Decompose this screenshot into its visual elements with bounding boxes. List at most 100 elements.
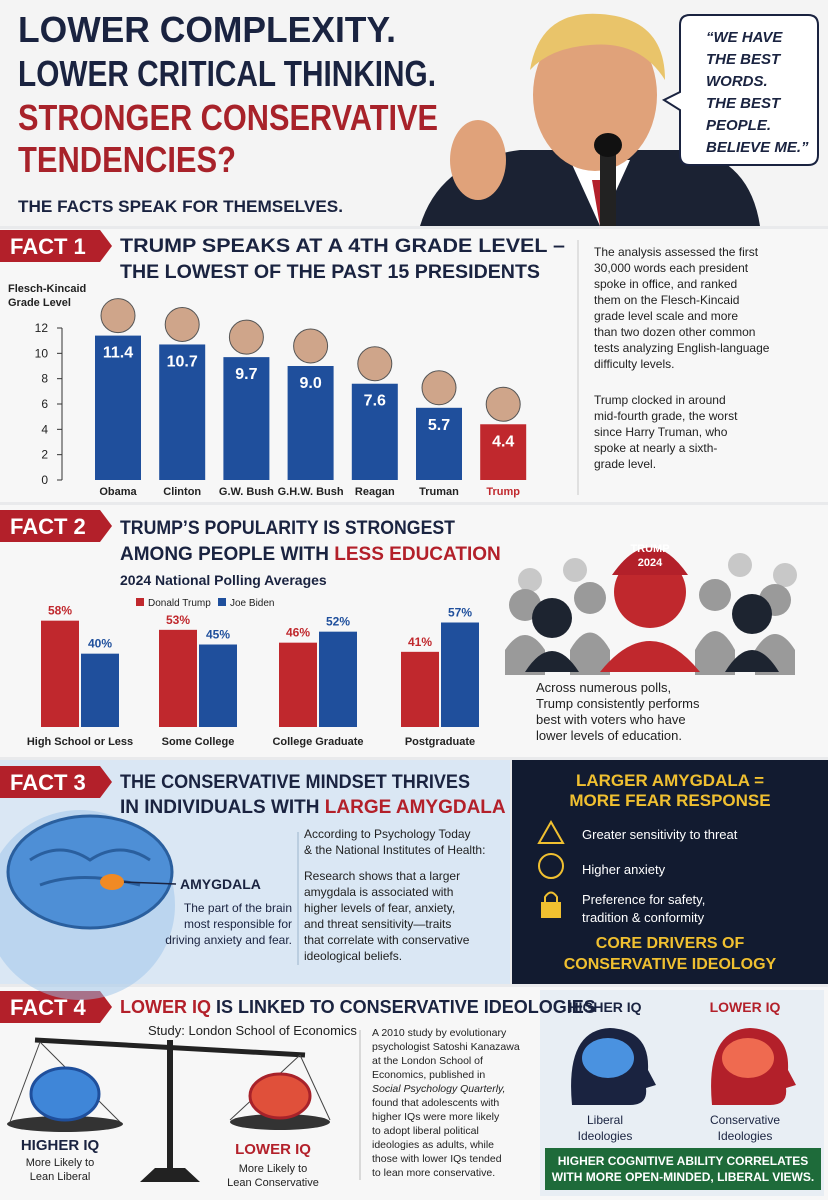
x-tick-label: Truman	[419, 486, 459, 498]
headline-emphasis: LOWER IQ	[120, 997, 211, 1017]
scale-caption: More Likely to	[239, 1163, 307, 1175]
title-line: TENDENCIES?	[18, 139, 236, 180]
scale-illustration	[7, 1037, 331, 1182]
headline-emphasis: LARGE AMYGDALA	[325, 797, 506, 818]
bar	[95, 335, 141, 480]
head-icons	[571, 1028, 796, 1105]
fact-tag-label: FACT 1	[10, 234, 86, 259]
panel-item: Preference for safety,	[582, 892, 705, 907]
legend-swatch	[218, 598, 226, 606]
portrait-head	[485, 386, 521, 422]
value-label: 5.7	[428, 417, 450, 434]
bar	[159, 344, 206, 480]
x-tick-label: High School or Less	[27, 736, 133, 748]
quote-line: BELIEVE ME.”	[706, 139, 809, 156]
value-label: 9.7	[235, 366, 257, 383]
y-tick-label: 10	[35, 346, 49, 360]
scale-heading: HIGHER IQ	[21, 1137, 100, 1154]
x-tick-label: Postgraduate	[405, 736, 475, 748]
crowd	[505, 547, 797, 675]
body-line: to adopt liberal political	[372, 1125, 479, 1137]
x-tick-label: G.W. Bush	[219, 486, 274, 498]
x-tick-label: College Graduate	[272, 736, 363, 748]
y-tick-label: 6	[41, 397, 48, 411]
body-line: ideologies as adults, while	[372, 1139, 494, 1151]
bar	[401, 651, 439, 727]
x-tick-label: Some College	[162, 736, 235, 748]
panel-item: Higher anxiety	[582, 862, 666, 877]
body-line: to lean more conservative.	[372, 1167, 495, 1179]
y-tick-label: 12	[35, 321, 49, 335]
portrait-head	[164, 306, 200, 342]
caption-line: lower levels of education.	[536, 728, 682, 743]
caption-line: Across numerous polls,	[536, 680, 671, 695]
y-tick-label: 0	[41, 473, 48, 487]
body-line: higher IQs were more likely	[372, 1111, 500, 1123]
value-label: 58%	[48, 604, 72, 618]
bar	[81, 653, 119, 727]
title-line: STRONGER CONSERVATIVE	[18, 97, 438, 138]
title-line: LOWER COMPLEXITY.	[18, 9, 396, 50]
brain-caption: driving anxiety and fear.	[165, 933, 292, 947]
note-line: 30,000 words each president	[594, 261, 749, 275]
headline: THE CONSERVATIVE MINDSET THRIVES	[120, 772, 470, 793]
note-line: Trump clocked in around	[594, 393, 726, 407]
portrait-head	[100, 298, 136, 334]
y-tick-label: 4	[41, 422, 48, 436]
bar	[351, 383, 398, 480]
value-label: 7.6	[364, 393, 386, 410]
bar	[159, 629, 197, 727]
panel-heading: HIGHER IQ	[568, 999, 641, 1015]
body-line: A 2010 study by evolutionary	[372, 1027, 507, 1039]
bar	[223, 357, 270, 480]
value-label: 10.7	[167, 353, 198, 370]
quote-line: THE BEST	[706, 95, 782, 112]
body-line: those with lower IQs tended	[372, 1153, 502, 1165]
note-line: mid-fourth grade, the worst	[594, 409, 738, 423]
legend-label: Joe Biden	[230, 598, 274, 609]
quote-line: “WE HAVE	[706, 29, 783, 46]
headline: LOWER IQ IS LINKED TO CONSERVATIVE IDEOL…	[120, 997, 596, 1017]
value-label: 53%	[166, 613, 190, 627]
scale-caption: Lean Conservative	[227, 1177, 319, 1189]
note-line: spoke at nearly a sixth-	[594, 441, 717, 455]
panel-item: tradition & conformity	[582, 910, 705, 925]
note-line: them on the Flesch-Kincaid	[594, 293, 739, 307]
body-line: Economics, published in	[372, 1069, 485, 1081]
speech-bubble	[661, 14, 819, 166]
value-label: 9.0	[299, 375, 321, 392]
note-line: grade level scale and more	[594, 309, 738, 323]
panel-footer: CORE DRIVERS OF	[596, 935, 745, 952]
portrait-head	[357, 346, 393, 382]
note-line: since Harry Truman, who	[594, 425, 728, 439]
y-axis-label: Flesch-Kincaid	[8, 283, 86, 295]
headline-emphasis: LESS EDUCATION	[334, 544, 500, 565]
headline: TRUMP’S POPULARITY IS STRONGEST	[120, 518, 455, 539]
x-tick-label: Reagan	[355, 486, 395, 498]
panel-title: MORE FEAR RESPONSE	[569, 791, 770, 810]
caption-line: best with voters who have	[536, 712, 686, 727]
chart-subtitle: 2024 National Polling Averages	[120, 572, 327, 588]
quote-line: WORDS.	[706, 73, 768, 90]
brain-illustration	[0, 810, 177, 1000]
panel-heading: LOWER IQ	[710, 999, 781, 1015]
fact3-panel	[512, 760, 828, 984]
panel-title: LARGER AMYGDALA =	[576, 771, 764, 790]
portrait-head	[228, 319, 264, 355]
bar	[319, 631, 357, 727]
headline: TRUMP SPEAKS AT A 4TH GRADE LEVEL –	[120, 236, 565, 257]
title-line: LOWER CRITICAL THINKING.	[18, 53, 436, 94]
body-line: Social Psychology Quarterly,	[372, 1083, 505, 1095]
value-label: 45%	[206, 628, 230, 642]
study: Study: London School of Economics	[148, 1023, 357, 1038]
value-label: 46%	[286, 626, 310, 640]
x-tick-label: Obama	[99, 486, 137, 498]
fact-tag	[0, 510, 112, 542]
value-label: 40%	[88, 637, 112, 651]
cap-text: 2024	[638, 557, 663, 569]
body-line: ideological beliefs.	[304, 949, 402, 963]
headline: THE LOWEST OF THE PAST 15 PRESIDENTS	[120, 262, 540, 283]
brain-label: AMYGDALA	[180, 876, 261, 892]
headline-part: AMONG PEOPLE WITH	[120, 544, 334, 565]
